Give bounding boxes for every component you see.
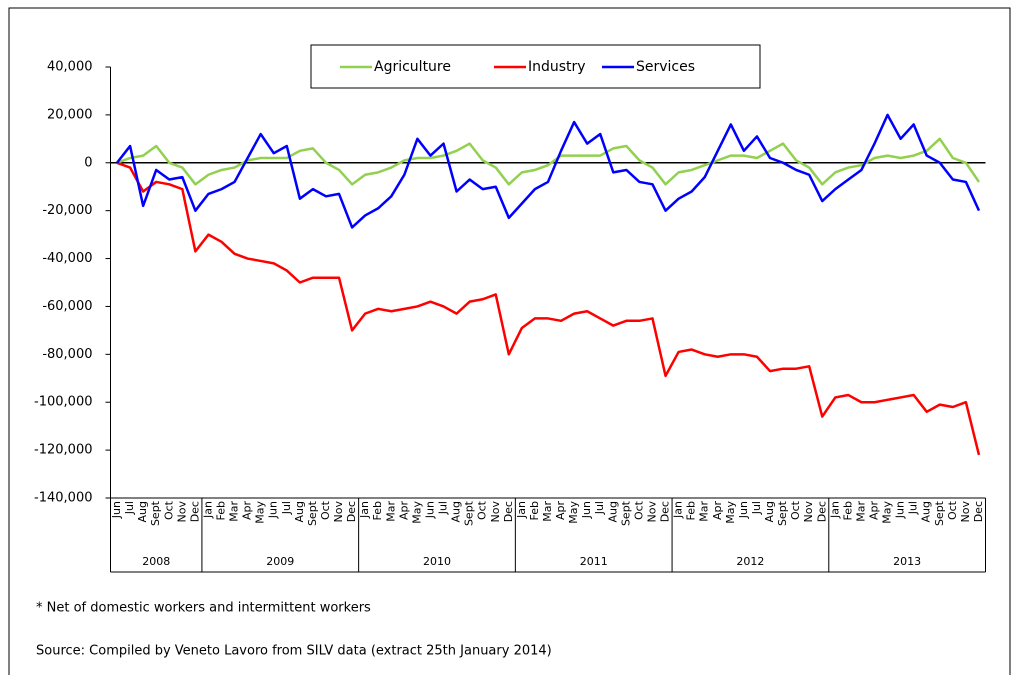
- month-label: May: [567, 501, 580, 524]
- month-label: Nov: [645, 501, 658, 523]
- month-label: Aug: [920, 501, 933, 522]
- month-label: Jul: [437, 501, 450, 515]
- month-label: Mar: [698, 501, 711, 522]
- month-label: Sept: [463, 500, 476, 526]
- month-label: Jun: [423, 501, 436, 519]
- y-tick-label: 40,000: [47, 60, 93, 75]
- month-label: Jun: [580, 501, 593, 519]
- month-label: Mar: [384, 501, 397, 522]
- month-label: Feb: [685, 501, 698, 520]
- year-label: 2011: [580, 555, 608, 568]
- month-label: Apr: [554, 501, 567, 521]
- month-label: Aug: [763, 501, 776, 522]
- month-label: Feb: [841, 501, 854, 520]
- month-label: Nov: [802, 501, 815, 523]
- month-label: Apr: [711, 501, 724, 521]
- month-label: Nov: [332, 501, 345, 523]
- legend-label: Services: [636, 59, 695, 75]
- year-label: 2009: [266, 555, 294, 568]
- month-label: Jun: [267, 501, 280, 519]
- frame: [8, 7, 1011, 675]
- month-label: Nov: [489, 501, 502, 523]
- series-line: [116, 161, 981, 456]
- year-label: 2008: [142, 555, 170, 568]
- month-label: Sept: [149, 500, 162, 526]
- month-label: May: [724, 501, 737, 524]
- month-label: Aug: [606, 501, 619, 522]
- footnote: * Net of domestic workers and intermitte…: [36, 601, 371, 616]
- year-label: 2010: [423, 555, 451, 568]
- month-label: May: [881, 501, 894, 524]
- month-label: Nov: [959, 501, 972, 523]
- month-label: Jan: [358, 501, 371, 519]
- month-label: Jan: [672, 501, 685, 519]
- month-label: Jul: [907, 501, 920, 515]
- month-label: Feb: [215, 501, 228, 520]
- month-label: Oct: [162, 500, 175, 520]
- y-tick-label: -80,000: [42, 347, 92, 362]
- legend-label: Agriculture: [374, 59, 451, 75]
- month-label: Dec: [345, 501, 358, 522]
- y-tick-label: -120,000: [34, 443, 92, 458]
- month-label: Apr: [241, 501, 254, 521]
- month-label: Jun: [110, 501, 123, 519]
- month-label: Sept: [619, 500, 632, 526]
- legend-label: Industry: [528, 59, 586, 75]
- month-label: Sept: [306, 500, 319, 526]
- month-label: Oct: [946, 500, 959, 520]
- month-label: Feb: [371, 501, 384, 520]
- y-tick-label: -60,000: [42, 299, 92, 314]
- month-label: Nov: [175, 501, 188, 523]
- series-line: [116, 113, 981, 229]
- month-label: Oct: [789, 500, 802, 520]
- month-label: Jan: [201, 501, 214, 519]
- month-label: Mar: [854, 501, 867, 522]
- month-label: Jul: [123, 501, 136, 515]
- year-label: 2012: [736, 555, 764, 568]
- month-label: Feb: [528, 501, 541, 520]
- month-label: Mar: [228, 501, 241, 522]
- y-tick-label: 0: [84, 155, 92, 170]
- month-label: Dec: [815, 501, 828, 522]
- source: Source: Compiled by Veneto Lavoro from S…: [36, 644, 552, 659]
- month-label: Dec: [502, 501, 515, 522]
- month-label: Jan: [828, 501, 841, 519]
- y-tick-label: -100,000: [34, 395, 92, 410]
- month-label: Jul: [593, 501, 606, 515]
- month-label: Oct: [632, 500, 645, 520]
- y-tick-label: -140,000: [34, 491, 92, 506]
- year-label: 2013: [893, 555, 921, 568]
- month-label: Jan: [515, 501, 528, 519]
- month-label: Aug: [293, 501, 306, 522]
- month-label: Dec: [188, 501, 201, 522]
- month-label: Jul: [280, 501, 293, 515]
- legend-box: [310, 44, 761, 89]
- month-label: Sept: [933, 500, 946, 526]
- y-tick-label: 20,000: [47, 107, 93, 122]
- month-label: May: [410, 501, 423, 524]
- month-label: May: [254, 501, 267, 524]
- month-label: Jun: [894, 501, 907, 519]
- month-label: Oct: [319, 500, 332, 520]
- month-label: Jun: [737, 501, 750, 519]
- month-label: Jul: [750, 501, 763, 515]
- month-label: Apr: [397, 501, 410, 521]
- month-label: Apr: [867, 501, 880, 521]
- month-label: Aug: [136, 501, 149, 522]
- y-tick-label: -40,000: [42, 251, 92, 266]
- y-tick-label: -20,000: [42, 203, 92, 218]
- month-label: Dec: [659, 501, 672, 522]
- month-label: Mar: [541, 501, 554, 522]
- month-label: Dec: [972, 501, 985, 522]
- month-label: Oct: [476, 500, 489, 520]
- month-label: Sept: [776, 500, 789, 526]
- series-line: [116, 137, 981, 186]
- month-label: Aug: [450, 501, 463, 522]
